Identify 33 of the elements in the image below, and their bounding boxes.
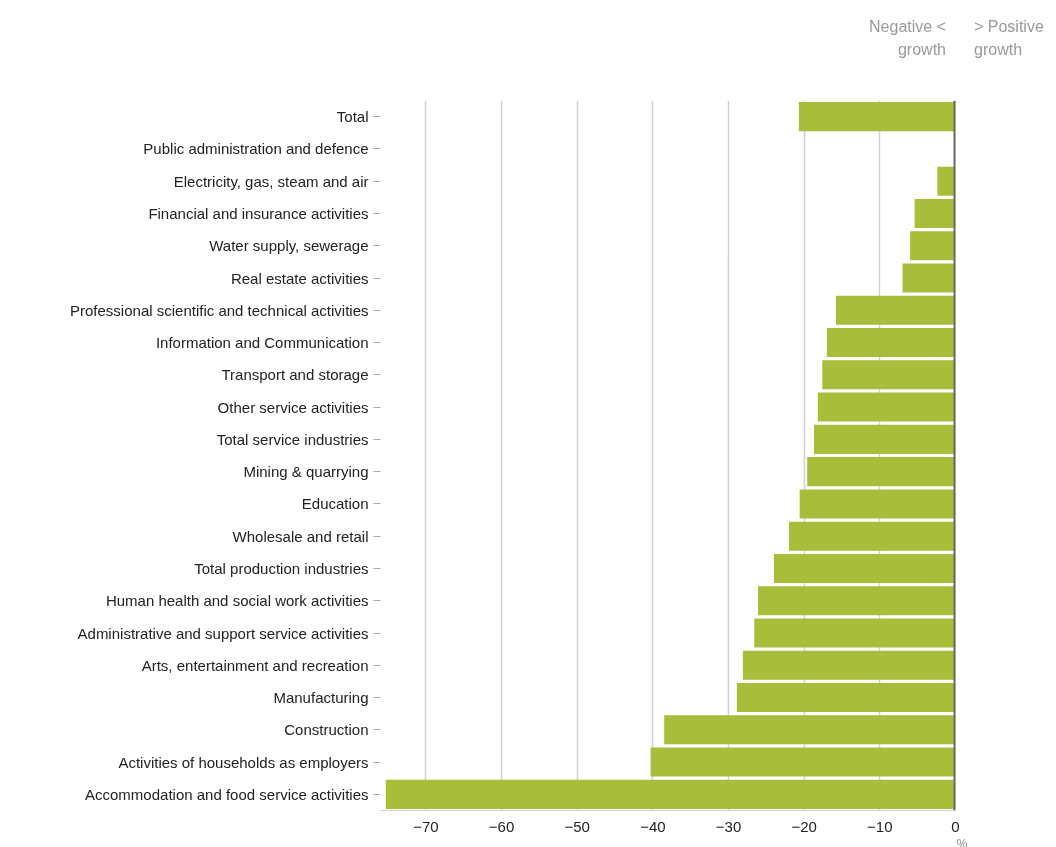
y-tick-label: Other service activities [217, 398, 369, 416]
y-tick-label: Accommodation and food service activities [85, 785, 369, 803]
x-tick-label: −30 [715, 817, 742, 835]
x-tick-label: 0 [951, 817, 960, 835]
y-tick-label: Education [301, 495, 369, 513]
y-tick-label: Total production industries [194, 559, 369, 577]
y-tick-label: Financial and insurance activities [148, 204, 369, 222]
x-tick-label: −70 [413, 817, 439, 835]
y-tick-label: Total service industries [216, 430, 369, 448]
y-tick-label: Activities of households as employers [118, 753, 369, 771]
y-tick-label: Arts, entertainment and recreation [141, 656, 369, 674]
y-tick-label: Wholesale and retail [232, 527, 369, 545]
x-axis-title: % [956, 836, 968, 847]
y-tick-label: Real estate activities [230, 269, 369, 287]
y-tick-label: Public administration and defence [143, 140, 369, 158]
text: Negative < growth [869, 17, 946, 60]
y-tick-label: Construction [284, 721, 369, 739]
y-tick-label: Administrative and support service activities [77, 624, 369, 642]
x-tick-label: −40 [640, 817, 666, 835]
y-tick-label: Human health and social work activities [105, 592, 369, 610]
x-tick-label: −60 [488, 817, 515, 835]
x-tick-label: −20 [791, 817, 817, 835]
y-tick-label: Professional scientific and technical activities [70, 301, 369, 319]
x-tick-label: −10 [867, 817, 893, 835]
y-tick-label: Total [336, 108, 369, 126]
y-tick-label: Manufacturing [273, 689, 369, 707]
text: > Positive growth [974, 17, 1044, 60]
y-tick-label: Electricity, gas, steam and air [173, 172, 369, 190]
x-tick-label: −50 [564, 817, 590, 835]
y-tick-label: Information and Communication [155, 334, 369, 352]
y-tick-label: Water supply, sewerage [209, 237, 369, 255]
y-tick-label: Transport and storage [221, 366, 369, 384]
y-tick-label: Mining & quarrying [243, 463, 369, 481]
